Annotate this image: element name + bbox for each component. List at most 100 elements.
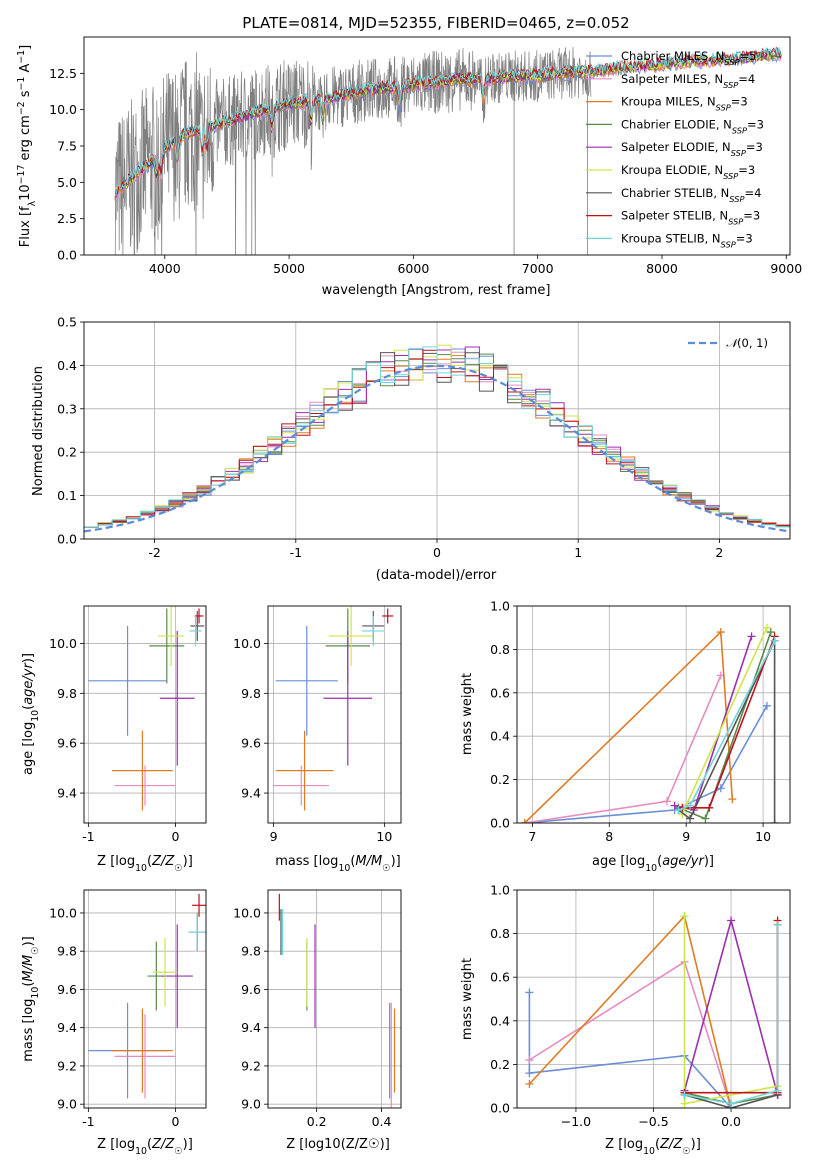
- axes-frame: [516, 605, 791, 824]
- normal-curve: [84, 364, 790, 533]
- legend-label: Salpeter ELODIE, NSSP=3: [621, 140, 763, 158]
- weight-marker: [680, 912, 689, 921]
- y-tick-label: 0.4: [57, 358, 77, 373]
- y-tick-label: 0.0: [490, 1101, 510, 1116]
- weight-marker: [770, 636, 779, 645]
- y-tick-label: 0.2: [57, 445, 77, 460]
- panel-age_vs_mass: 9 10 9.4 9.6 9.8 10.0: [233, 605, 402, 844]
- x-tick-label: 8000: [646, 261, 678, 276]
- panel-residuals: -2 -1 0 1 2 0.0 0.1 0.2 0.3 0.4 0.5: [57, 315, 791, 560]
- legend: 𝒩(0, 1): [688, 336, 768, 350]
- plot-area: [520, 623, 779, 823]
- panel-age_vs_Z: -1 0 9.4 9.6 9.8 10.0: [49, 605, 207, 844]
- legend-label: Chabrier ELODIE, NSSP=3: [621, 117, 764, 135]
- y-tick-label: 0.4: [490, 1013, 510, 1028]
- x-tick-label: 7000: [522, 261, 554, 276]
- errorbar-point: [275, 625, 338, 736]
- y-tick-label: 9.6: [241, 982, 261, 997]
- y-tick-label: 12.5: [49, 66, 77, 81]
- x-tick-label: -1: [290, 545, 302, 560]
- weight-marker: [728, 795, 737, 804]
- y-tick-label: 9.2: [57, 1058, 77, 1073]
- weight-marker: [762, 701, 771, 710]
- y-tick-label: 10.0: [49, 102, 77, 117]
- y-axis-label: mass weight: [460, 958, 475, 1040]
- y-tick-label: 9.4: [241, 786, 261, 801]
- y-tick-label: 0.1: [57, 488, 77, 503]
- errorbar-point: [152, 937, 178, 1007]
- weight-marker: [716, 784, 725, 793]
- spectrum-data-line: [114, 46, 592, 255]
- legend-label: Chabrier MILES, NSSP=5: [621, 49, 756, 67]
- x-tick-label: 6000: [397, 261, 429, 276]
- x-tick-label: 0: [433, 545, 441, 560]
- plot-area: [273, 606, 394, 811]
- panel-mass_vs_EBV: 0.2 0.4 9.0 9.2 9.4 9.6 9.8 10.0: [233, 889, 402, 1129]
- x-tick-label: 8: [605, 829, 613, 844]
- weight-marker: [680, 1099, 689, 1108]
- weight-marker: [773, 1086, 782, 1095]
- y-tick-label: 0.0: [57, 248, 77, 263]
- weight-marker: [662, 797, 671, 806]
- y-tick-label: 10.0: [233, 636, 261, 651]
- x-tick-label: 9: [270, 829, 278, 844]
- weight-line: [678, 640, 776, 823]
- y-tick-label: 9.6: [241, 736, 261, 751]
- y-axis-label: Flux [fλ10−17 erg cm−2 s−1 A−1]: [16, 45, 38, 247]
- x-axis-label: wavelength [Angstrom, rest frame]: [322, 283, 551, 298]
- plot-area: [88, 893, 206, 1099]
- weight-marker: [727, 1099, 736, 1108]
- axes-frame: [83, 605, 207, 824]
- y-tick-label: 9.4: [57, 786, 77, 801]
- y-tick-label: 0.2: [490, 1057, 510, 1072]
- weight-marker: [674, 805, 683, 814]
- x-tick-label: 7: [528, 829, 536, 844]
- axes-frame: [516, 889, 791, 1109]
- x-tick-label: 4000: [149, 261, 181, 276]
- legend-label: Kroupa STELIB, NSSP=3: [621, 231, 753, 249]
- y-tick-label: 1.0: [490, 599, 510, 614]
- panel-weight_vs_Z: −1.0 −0.5 0.0 0.0 0.2 0.4 0.6 0.8 1.0: [490, 883, 791, 1129]
- y-axis-label: mass weight: [460, 673, 475, 755]
- x-tick-label: 9: [682, 829, 690, 844]
- weight-marker: [762, 623, 771, 632]
- y-tick-label: 9.8: [57, 686, 77, 701]
- y-tick-label: 7.5: [57, 139, 77, 154]
- x-axis-label: Z [log10(Z/Z☉)]: [286, 1137, 390, 1152]
- weight-marker: [727, 916, 736, 925]
- plot-area: [525, 912, 782, 1108]
- x-axis-label: (data-model)/error: [376, 568, 497, 583]
- legend-label: Kroupa ELODIE, NSSP=3: [621, 163, 755, 181]
- y-tick-label: 9.2: [241, 1058, 261, 1073]
- weight-marker: [670, 801, 679, 810]
- x-tick-label: 0.2: [307, 1114, 327, 1129]
- errorbar-point: [114, 1014, 176, 1099]
- errorbar-point: [323, 630, 373, 766]
- y-tick-label: 10.0: [233, 905, 261, 920]
- plot-area: [88, 606, 205, 811]
- errorbar-point: [111, 730, 173, 811]
- errorbar-point: [362, 615, 385, 646]
- x-axis-label: mass [log10(M/M☉)]: [275, 854, 401, 874]
- y-tick-label: 0.6: [490, 970, 510, 985]
- y-tick-label: 9.8: [57, 944, 77, 959]
- y-tick-label: 9.8: [241, 686, 261, 701]
- plot-area: [114, 46, 782, 255]
- weight-marker: [680, 1090, 689, 1099]
- y-tick-label: 0.0: [490, 816, 510, 831]
- y-tick-label: 5.0: [57, 175, 77, 190]
- errorbar-point: [275, 730, 334, 811]
- plot-area: [84, 344, 790, 533]
- y-tick-label: 2.5: [57, 211, 77, 226]
- y-tick-label: 0.2: [490, 772, 510, 787]
- errorbar-point: [111, 1008, 173, 1093]
- errorbar-point: [88, 625, 167, 736]
- x-tick-label: −1.0: [561, 1114, 591, 1129]
- chart-title: PLATE=0814, MJD=52355, FIBERID=0465, z=0…: [242, 14, 629, 32]
- x-tick-label: -2: [148, 545, 160, 560]
- y-tick-label: 0.8: [490, 642, 510, 657]
- axes-frame: [83, 36, 791, 256]
- weight-line: [524, 675, 722, 823]
- errorbar-point: [273, 765, 329, 806]
